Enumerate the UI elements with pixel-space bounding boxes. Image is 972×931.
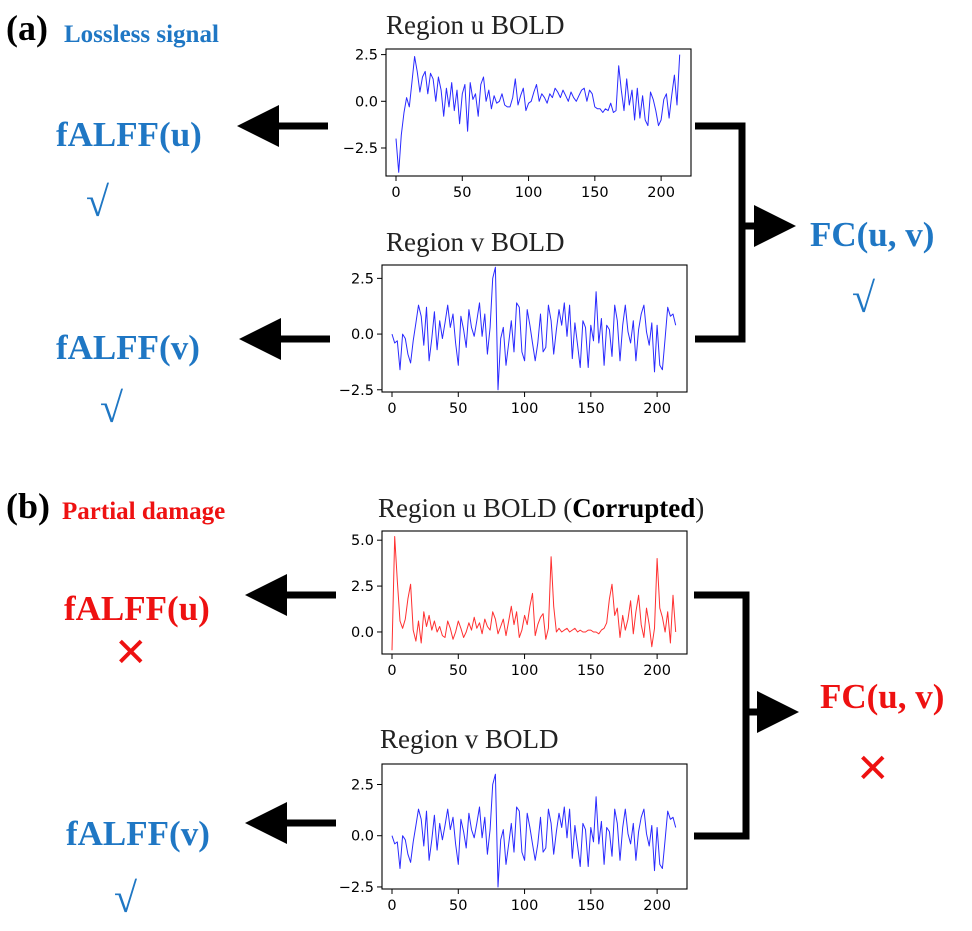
cross-b-u-icon: ✕ [114,630,148,676]
plot-b-v-title: Region v BOLD [380,724,559,754]
plot-a-u-title: Region u BOLD [386,10,565,40]
y-tick-label: 2.5 [351,271,374,287]
cross-b-fc-icon: ✕ [856,746,890,792]
panel-a-letter: (a) [6,8,48,48]
y-tick-label: 0.0 [355,94,378,110]
x-tick-label: 150 [577,898,605,914]
x-tick-label: 100 [511,898,539,914]
y-tick-label: 2.5 [351,579,374,595]
x-tick-label: 200 [647,185,675,201]
x-tick-label: 50 [453,185,471,201]
series-line [391,536,677,651]
fc-a-label: FC(u, v) [810,215,934,254]
plot-b-u-title-bold: Corrupted [572,493,695,523]
falff-a-u-label: fALFF(u) [56,115,202,154]
plot-b-v: 0 50 100 150 200 2.5 0.0 −2.5 [339,763,688,914]
plot-a-v: 0 50 100 150 200 2.5 0.0 −2.5 [339,264,688,417]
check-a-v-icon: √ [100,386,124,432]
x-tick-label: 150 [581,185,609,201]
y-tick-label: 2.5 [351,777,374,793]
x-tick-label: 50 [449,401,467,417]
x-tick-label: 0 [387,898,396,914]
panel-a: (a) Lossless signal Region u BOLD Region… [6,8,934,432]
plot-b-u-title-suffix: ) [695,493,704,523]
falff-a-v-label: fALFF(v) [56,328,200,367]
check-a-u-icon: √ [86,180,110,226]
x-tick-label: 200 [643,663,671,679]
x-tick-label: 100 [515,185,543,201]
plot-frame [381,264,688,393]
x-tick-label: 100 [511,401,539,417]
plot-a-v-title: Region v BOLD [386,227,565,257]
series-line [391,266,677,391]
x-tick-label: 150 [577,401,605,417]
y-tick-label: −2.5 [339,383,374,399]
plot-b-u: 0 50 100 150 200 5.0 2.5 0.0 [351,530,688,679]
falff-b-v-label: fALFF(v) [66,814,210,853]
falff-b-u-label: fALFF(u) [64,589,210,628]
plot-a-u: 0 50 100 150 200 2.5 0.0 −2.5 [343,48,692,201]
x-tick-label: 50 [449,898,467,914]
y-tick-label: 0.0 [351,625,374,641]
plot-frame [381,530,688,655]
plot-frame [381,763,688,890]
panel-a-subtitle: Lossless signal [64,21,219,48]
panel-b-subtitle: Partial damage [62,498,225,525]
y-tick-label: 0.0 [351,829,374,845]
y-tick-label: −2.5 [343,141,378,157]
x-tick-label: 200 [643,898,671,914]
x-tick-label: 200 [643,401,671,417]
plot-b-u-title: Region u BOLD (Corrupted) [378,493,704,523]
y-tick-label: 2.5 [355,48,378,64]
plot-b-u-title-prefix: Region u BOLD ( [378,493,572,523]
x-tick-label: 0 [387,401,396,417]
check-a-fc-icon: √ [852,276,876,322]
x-tick-label: 100 [511,663,539,679]
series-line [395,54,681,173]
x-tick-label: 0 [391,185,400,201]
bracket-b [694,591,750,840]
y-tick-label: 5.0 [351,533,374,549]
plot-frame [385,48,692,177]
series-line [391,773,677,888]
x-tick-label: 0 [387,663,396,679]
panel-b: (b) Partial damage Region u BOLD (Corrup… [6,486,944,922]
x-tick-label: 50 [449,663,467,679]
panel-b-letter: (b) [6,486,50,526]
y-tick-label: −2.5 [339,880,374,896]
bracket-a [695,122,746,343]
check-b-v-icon: √ [114,876,138,922]
x-tick-label: 150 [577,663,605,679]
y-tick-label: 0.0 [351,327,374,343]
fc-b-label: FC(u, v) [820,677,944,716]
